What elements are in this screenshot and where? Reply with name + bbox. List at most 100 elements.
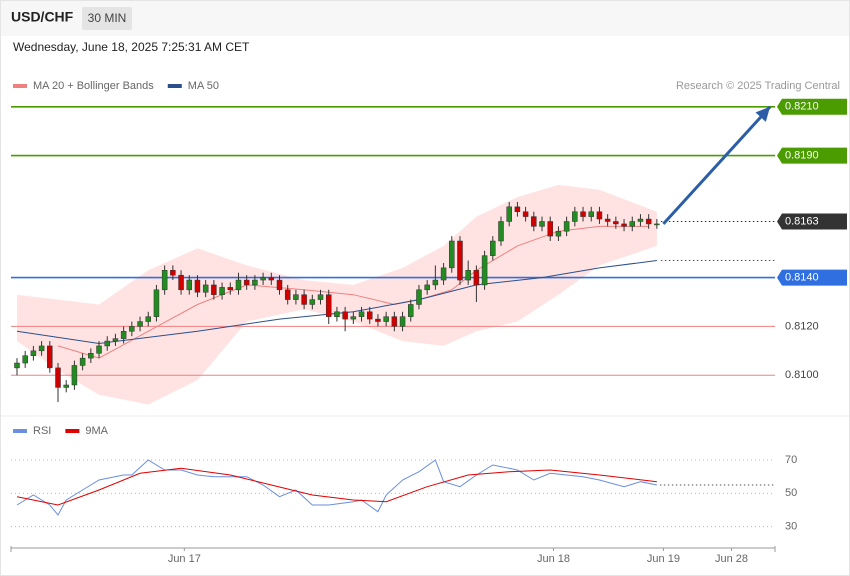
legend-swatch (167, 84, 182, 88)
legend-label: MA 20 + Bollinger Bands (33, 80, 154, 92)
candle-body (645, 218, 652, 225)
header-bar (1, 1, 849, 36)
candle-body (325, 294, 332, 317)
candle-body (531, 216, 537, 227)
x-tick-label: Jun 17 (168, 553, 201, 565)
y-tick-label: 50 (785, 487, 797, 499)
candle-body (366, 311, 373, 320)
candle-body (506, 206, 512, 222)
level-label: 0.8190 (785, 150, 819, 162)
candle-body (96, 345, 102, 354)
candle-body (14, 362, 20, 369)
candle-body (522, 211, 529, 217)
symbol: USD/CHF (11, 9, 74, 25)
candle-body (563, 221, 570, 232)
candle-body (260, 277, 266, 281)
candle-body (547, 221, 553, 237)
candle-body (424, 284, 430, 291)
candle-body (194, 279, 201, 293)
series-line (16, 459, 657, 516)
candle-body (129, 326, 135, 332)
level-label: 0.8140 (785, 272, 819, 284)
candle-body (243, 279, 250, 286)
level-label: 0.8100 (785, 369, 819, 381)
candle-body (490, 240, 496, 256)
candle-body (186, 279, 193, 291)
x-tick-label: Jun 19 (647, 553, 680, 565)
interval: 30 MIN (88, 11, 127, 25)
candle-body (178, 274, 184, 291)
legend-swatch (13, 429, 27, 433)
candle-body (440, 267, 447, 281)
candle-body (416, 289, 422, 305)
candle-body (350, 316, 357, 320)
level-label-box (777, 269, 847, 286)
candle-body (613, 221, 619, 225)
level-label: 0.8210 (785, 101, 819, 113)
y-tick-label: 30 (785, 521, 797, 533)
candle-body (473, 270, 480, 286)
candle-body (170, 270, 176, 276)
candle-body (30, 350, 37, 356)
legend-swatch (13, 84, 27, 88)
level-label: 0.8120 (785, 320, 819, 332)
candle-body (293, 294, 299, 300)
candle-body (334, 311, 340, 317)
candle-body (120, 331, 127, 339)
bollinger-band (17, 184, 657, 405)
timestamp: Wednesday, June 18, 2025 7:25:31 AM CET (13, 40, 250, 54)
candle-body (654, 223, 660, 226)
candle-body (22, 355, 28, 364)
series-line (16, 260, 657, 345)
candle-body (481, 255, 488, 286)
candle-body (637, 218, 644, 222)
candle-body (202, 284, 209, 293)
candle-body (63, 384, 69, 388)
candle-body (432, 279, 439, 286)
candle-body (153, 289, 160, 317)
candle-body (55, 367, 61, 388)
candle-body (465, 270, 471, 281)
candle-body (391, 316, 398, 327)
candle-body (219, 287, 225, 295)
level-label-box (777, 98, 847, 115)
level-label-box (777, 147, 847, 164)
candle-body (47, 345, 53, 369)
candle-body (268, 277, 275, 281)
series-line (16, 467, 657, 506)
candle-body (276, 279, 283, 291)
candle-body (580, 211, 586, 217)
candle-body (104, 340, 110, 347)
candle-body (457, 240, 463, 281)
candle-body (572, 211, 578, 222)
candle-body (449, 240, 455, 269)
y-tick-label: 70 (785, 454, 797, 466)
candle-body (309, 299, 316, 305)
candle-body (161, 270, 168, 291)
legend-label: RSI (33, 425, 51, 437)
legend-label: MA 50 (188, 80, 219, 92)
forecast-arrowhead (755, 106, 771, 122)
x-tick-label: Jun 28 (715, 553, 748, 565)
candle-body (604, 218, 611, 222)
candle-body (375, 318, 381, 322)
candle-body (588, 211, 594, 217)
legend-label: 9MA (85, 425, 108, 437)
candle-body (498, 221, 504, 242)
candle-body (342, 311, 348, 320)
candle-body (629, 221, 636, 227)
x-tick-label: Jun 18 (537, 553, 570, 565)
candle-body (112, 338, 119, 342)
candle-body (301, 294, 307, 305)
candle-body (317, 294, 324, 300)
candle-body (539, 221, 545, 227)
candle-body (252, 279, 258, 286)
level-label: 0.8163 (785, 215, 819, 227)
candle-body (38, 345, 45, 352)
candle-body (358, 311, 365, 317)
candle-body (137, 321, 143, 327)
candle-body (284, 289, 291, 300)
candle-body (399, 316, 406, 327)
candle-body (383, 316, 389, 322)
candle-body (596, 211, 603, 220)
